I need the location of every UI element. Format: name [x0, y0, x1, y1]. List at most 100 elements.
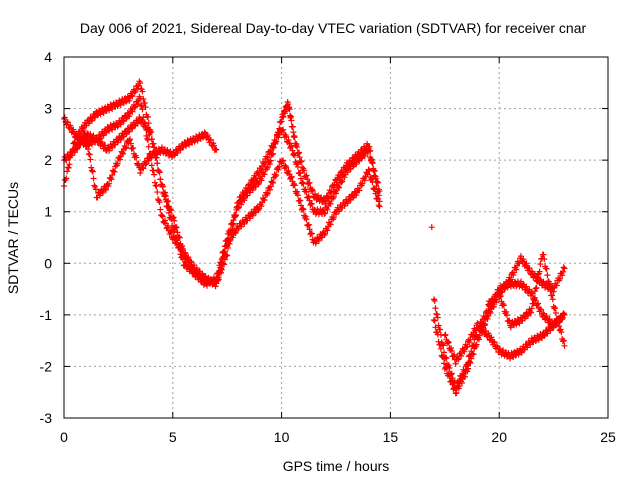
data-point	[128, 92, 135, 99]
data-point	[552, 310, 559, 317]
data-point	[318, 233, 325, 240]
data-point	[123, 144, 130, 151]
data-point	[285, 167, 292, 174]
data-point	[442, 331, 449, 338]
data-point	[561, 311, 568, 318]
data-point	[139, 106, 146, 113]
data-point	[182, 259, 189, 266]
data-point	[207, 276, 214, 283]
data-point	[144, 124, 151, 131]
data-point	[327, 221, 334, 228]
data-point	[458, 352, 465, 359]
data-point	[128, 108, 135, 115]
data-point	[503, 308, 510, 315]
data-point	[261, 171, 268, 178]
data-point	[365, 166, 372, 173]
data-point	[137, 102, 144, 109]
data-point	[99, 131, 106, 138]
data-point	[264, 154, 271, 161]
data-point	[559, 272, 566, 279]
data-point	[151, 179, 158, 186]
data-point	[64, 168, 71, 175]
data-point	[306, 179, 313, 186]
data-point	[531, 288, 538, 295]
data-point	[293, 141, 300, 148]
x-tick-label: 25	[600, 429, 616, 445]
y-tick-label: -2	[40, 358, 53, 374]
data-point	[173, 234, 180, 241]
data-point	[148, 136, 155, 143]
data-point	[172, 235, 179, 242]
data-point	[210, 142, 217, 149]
data-point	[300, 206, 307, 213]
data-point	[561, 265, 568, 272]
data-point	[486, 300, 493, 307]
data-point	[467, 360, 474, 367]
data-point	[139, 164, 146, 171]
data-point	[528, 309, 535, 316]
data-point	[255, 181, 262, 188]
data-point	[336, 208, 343, 215]
data-point	[72, 131, 79, 138]
grid	[64, 57, 608, 418]
data-point	[147, 129, 154, 136]
data-point	[294, 188, 301, 195]
data-point	[369, 179, 376, 186]
data-point	[135, 160, 142, 167]
plot-frame	[63, 56, 609, 419]
data-point	[371, 167, 378, 174]
data-point	[64, 119, 71, 126]
data-point	[532, 285, 539, 292]
data-point	[270, 144, 277, 151]
data-point	[541, 332, 548, 339]
data-point	[151, 144, 158, 151]
data-point	[264, 190, 271, 197]
data-point	[174, 239, 181, 246]
data-point	[162, 217, 169, 224]
data-point	[102, 129, 109, 136]
data-point	[90, 175, 97, 182]
data-point	[138, 103, 145, 110]
data-point	[430, 296, 437, 303]
data-point	[503, 312, 510, 319]
data-point	[223, 243, 230, 250]
y-tick-label: -3	[40, 410, 53, 426]
data-point	[70, 126, 77, 133]
data-point	[119, 149, 126, 156]
data-point	[283, 133, 290, 140]
data-point	[108, 176, 115, 183]
data-point	[145, 157, 152, 164]
data-point	[336, 184, 343, 191]
data-point	[272, 173, 279, 180]
data-point	[151, 171, 158, 178]
y-tick-label: 3	[44, 101, 52, 117]
data-point	[150, 140, 157, 147]
data-point	[120, 150, 127, 157]
data-point	[507, 276, 514, 283]
data-point	[261, 197, 268, 204]
series-track-7	[441, 311, 568, 367]
data-point	[288, 142, 295, 149]
data-point	[134, 101, 141, 108]
data-point	[371, 185, 378, 192]
data-point	[131, 104, 138, 111]
data-point	[359, 180, 366, 187]
data-point	[361, 177, 368, 184]
data-point	[322, 210, 329, 217]
y-ticks: -3 -2 -1 0 1 2 3 4	[40, 49, 608, 426]
data-point	[303, 216, 310, 223]
data-point	[282, 131, 289, 138]
data-point	[322, 230, 329, 237]
data-point	[84, 137, 91, 144]
data-point	[174, 229, 181, 236]
data-point	[449, 381, 456, 388]
data-point	[523, 260, 530, 267]
series-track-2	[61, 93, 383, 290]
data-point	[94, 112, 101, 119]
data-point	[470, 351, 477, 358]
data-point	[224, 242, 231, 249]
data-point	[490, 303, 497, 310]
data-point	[335, 183, 342, 190]
data-point	[428, 224, 435, 231]
chart-title: Day 006 of 2021, Sidereal Day-to-day VTE…	[80, 20, 587, 36]
